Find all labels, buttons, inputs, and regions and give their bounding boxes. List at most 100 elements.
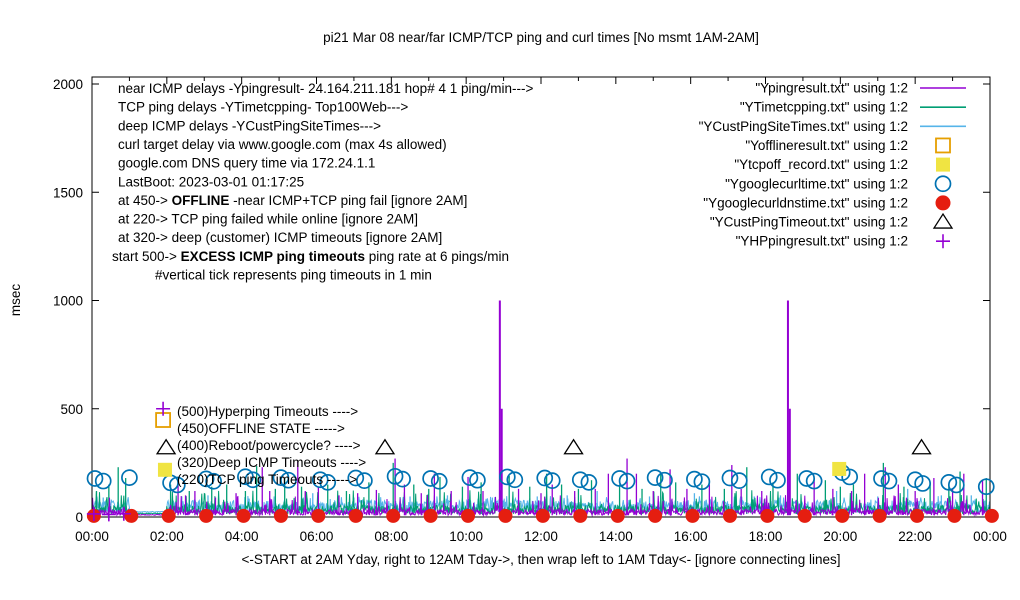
curl-time-circle-marker <box>580 474 598 491</box>
curl-time-circle-marker <box>805 472 823 490</box>
curl-time-circle-marker <box>906 471 924 489</box>
mid-chart-label: (500)Hyperping Timeouts ----> <box>177 404 358 419</box>
curl-time-circle-marker <box>914 475 932 492</box>
curl-time-circle-marker <box>506 471 524 489</box>
deep-icmp-timeout-triangle-marker <box>374 438 396 455</box>
curl-time-circle-marker <box>94 472 112 490</box>
annotation-line: google.com DNS query time via 172.24.1.1 <box>118 156 375 171</box>
annotation-line: LastBoot: 2023-03-01 01:17:25 <box>118 174 304 189</box>
dns-time-red-dot-marker <box>199 508 214 523</box>
y-tick-label: 1000 <box>53 294 83 309</box>
dns-time-red-dot-marker <box>461 508 476 523</box>
annotation-line: at 220-> TCP ping failed while online [i… <box>118 212 418 227</box>
curl-time-circle-marker <box>798 470 816 487</box>
curl-time-circle-marker <box>571 471 589 489</box>
curl-time-circle-marker <box>311 471 329 489</box>
y-axis-label: msec <box>8 284 23 317</box>
dns-time-red-dot-marker <box>947 508 962 523</box>
curl-time-circle-marker <box>347 469 365 487</box>
annotation-line: at 450-> OFFLINE -near ICMP+TCP ping fai… <box>118 193 467 208</box>
dns-time-red-dot-marker <box>311 508 326 523</box>
x-tick-label: 04:00 <box>225 529 259 544</box>
x-tick-label: 02:00 <box>150 529 184 544</box>
mid-chart-label: (400)Reboot/powercycle? ----> <box>177 438 361 453</box>
curl-time-circle-marker <box>940 474 958 491</box>
curl-time-circle-marker <box>873 470 890 487</box>
x-axis-label: <-START at 2AM Yday, right to 12AM Tday-… <box>242 552 841 567</box>
curl-time-circle-marker <box>244 471 262 489</box>
x-tick-label: 22:00 <box>898 529 932 544</box>
dns-time-red-dot-marker <box>161 508 176 523</box>
annotation-line: at 320-> deep (customer) ICMP timeouts [… <box>118 230 442 245</box>
legend-label: "YHPpingresult.txt" using 1:2 <box>736 234 908 249</box>
curl-time-circle-marker <box>543 472 561 489</box>
curl-time-circle-marker <box>272 469 290 486</box>
tcp-off-yellow-square-marker <box>832 461 847 476</box>
y-tick-label: 1500 <box>53 185 83 200</box>
annotation-line: near ICMP delays -Ypingresult- 24.164.21… <box>118 81 533 96</box>
curl-time-circle-marker <box>693 473 711 491</box>
curl-time-circle-marker <box>86 470 104 487</box>
legend-label: "YCustPingTimeout.txt" using 1:2 <box>710 215 908 230</box>
annotation-line: start 500-> EXCESS ICMP ping timeouts pi… <box>112 249 509 264</box>
dns-time-red-dot-marker <box>835 508 850 523</box>
curl-time-circle-marker <box>977 478 995 496</box>
dns-time-red-dot-marker <box>872 508 887 523</box>
dns-time-red-dot-marker <box>910 508 925 523</box>
x-tick-label: 12:00 <box>524 529 558 544</box>
y-tick-label: 2000 <box>53 77 83 92</box>
dns-time-red-dot-marker <box>535 508 550 523</box>
curl-time-circle-marker <box>646 469 664 486</box>
dns-time-red-dot-marker <box>648 508 663 523</box>
curl-time-circle-marker <box>611 470 628 487</box>
dns-time-red-dot-marker <box>722 508 737 523</box>
curl-time-circle-marker <box>461 469 479 486</box>
curl-time-circle-marker <box>618 472 636 490</box>
plot-area: 00:00 02:00 04:00 06:00 08:00 10:00 12:00 14:00… <box>53 76 1007 544</box>
curl-time-circle-marker <box>686 470 703 488</box>
curl-time-circle-marker <box>237 468 254 486</box>
curl-time-circle-marker <box>422 470 439 487</box>
curl-time-circle-marker <box>356 472 373 489</box>
curl-time-circle-marker <box>319 474 337 491</box>
mid-chart-label: (450)OFFLINE STATE -----> <box>177 421 345 436</box>
legend-square-filled-icon <box>936 157 950 172</box>
hp-ping-plus-marker <box>101 507 116 522</box>
deep-icmp-timeout-triangle-marker <box>563 438 584 455</box>
legend-circle-open-icon <box>934 175 952 193</box>
y-tick-label: 0 <box>75 510 83 525</box>
dns-time-red-dot-marker <box>610 508 625 523</box>
dns-time-red-dot-marker <box>386 508 401 523</box>
x-tick-label: 06:00 <box>300 529 334 544</box>
dns-time-red-dot-marker <box>124 508 139 523</box>
legend-triangle-open-icon <box>932 212 954 229</box>
dns-time-red-dot-marker <box>573 508 588 523</box>
tcp-off-yellow-square-marker <box>157 462 172 477</box>
hp-ping-plus-marker <box>86 506 101 521</box>
x-tick-label: 16:00 <box>674 529 708 544</box>
dns-time-red-dot-marker <box>273 508 288 523</box>
curl-time-circle-marker <box>430 472 448 490</box>
annotation-line: deep ICMP delays -YCustPingSiteTimes---> <box>118 118 381 133</box>
curl-time-circle-marker <box>721 469 739 487</box>
curl-time-circle-marker <box>394 470 411 488</box>
x-tick-label: 00:00 <box>973 529 1007 544</box>
curl-time-circle-marker <box>947 476 965 494</box>
chart-title: pi21 Mar 08 near/far ICMP/TCP ping and c… <box>323 30 759 45</box>
x-tick-label: 10:00 <box>449 529 483 544</box>
dns-time-red-dot-marker <box>348 508 363 523</box>
legend-label: "YCustPingSiteTimes.txt" using 1:2 <box>699 119 908 134</box>
legend-label: "Ygooglecurldnstime.txt" using 1:2 <box>703 195 908 210</box>
x-tick-label: 14:00 <box>599 529 633 544</box>
x-tick-label: 08:00 <box>374 529 408 544</box>
deep-icmp-timeout-triangle-marker <box>911 438 932 455</box>
curl-time-circle-marker <box>498 468 516 486</box>
annotation-line: curl target delay via www.google.com (ma… <box>118 137 447 152</box>
mid-chart-label: (320)Deep ICMP Timeouts ----> <box>177 455 366 470</box>
curl-time-circle-marker <box>205 472 222 490</box>
curl-time-circle-marker <box>656 471 673 489</box>
hp-ping-plus-marker <box>116 506 131 521</box>
x-tick-label: 20:00 <box>823 529 857 544</box>
